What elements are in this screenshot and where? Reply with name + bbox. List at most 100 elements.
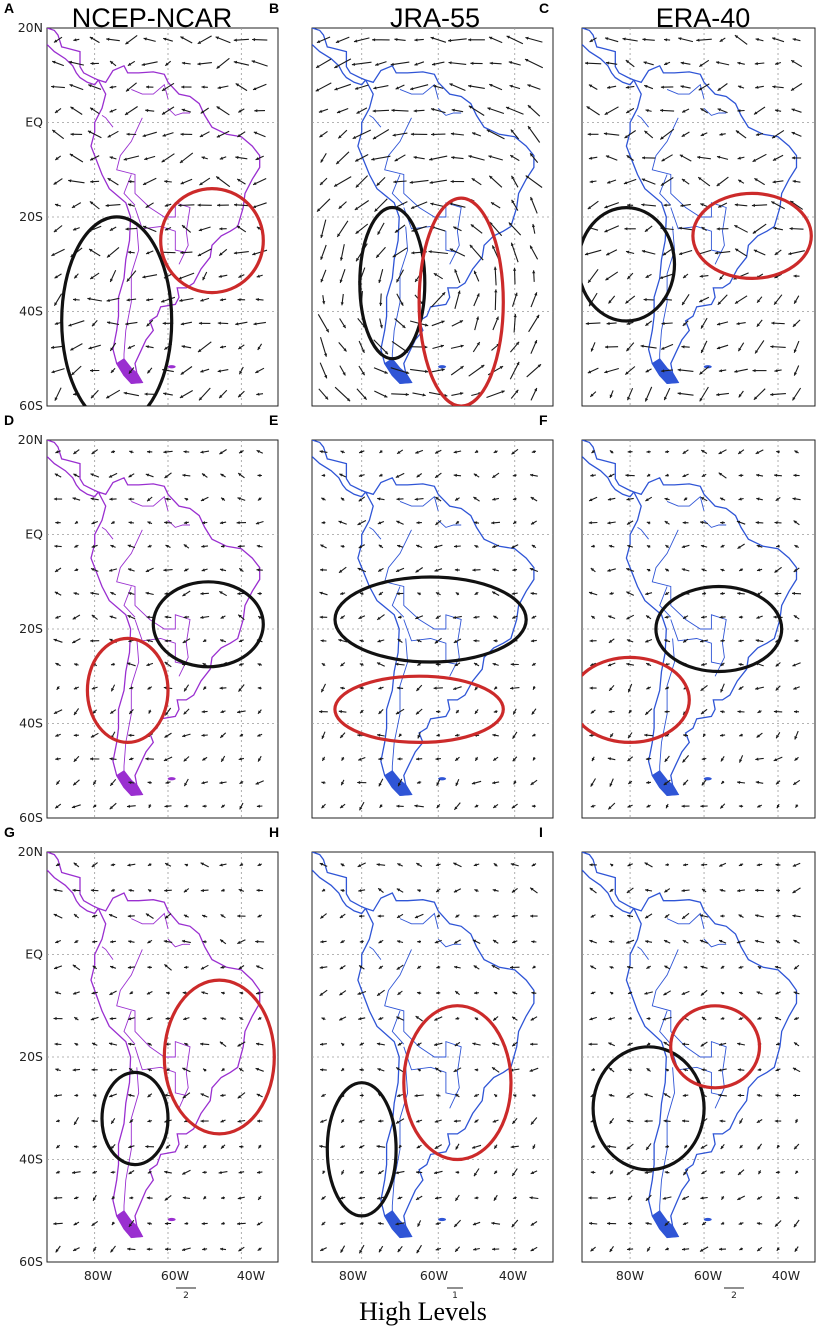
wind-vector-head (317, 208, 321, 212)
wind-vector-head (794, 1146, 798, 1150)
wind-vector-head (377, 733, 381, 737)
wind-vector-head (683, 782, 687, 786)
wind-vector-head (340, 863, 345, 867)
black-highlight-ellipse (582, 206, 677, 323)
wind-vector-head (436, 965, 440, 969)
wind-vector-head (757, 1146, 761, 1150)
wind-vector-head (69, 153, 74, 157)
wind-vector-head (511, 175, 515, 180)
wind-vector-head (90, 888, 94, 892)
wind-vector-head (220, 1119, 224, 1123)
wind-vector-head (511, 1223, 515, 1228)
wind-vector-head (202, 804, 206, 808)
wind-vector-head (320, 1119, 324, 1123)
wind-vector-head (627, 275, 631, 280)
wind-vector-head (509, 84, 513, 88)
wind-vector-head (716, 393, 720, 397)
wind-vector-head (757, 709, 761, 713)
wind-vector-head (394, 38, 398, 42)
black-highlight-ellipse (358, 205, 427, 361)
wind-vector-head (56, 781, 60, 785)
country-border (391, 586, 405, 618)
wind-vector-head (737, 61, 741, 65)
wind-vector-head (144, 392, 148, 396)
wind-vector-head (123, 157, 127, 161)
wind-vector-head (792, 663, 796, 667)
wind-vector-head (794, 1042, 798, 1046)
wind-vector-head (590, 1248, 594, 1252)
wind-vector-head (493, 757, 497, 761)
wind-vector-head (359, 1249, 363, 1254)
wind-vector-head (525, 175, 530, 179)
wind-vector-head (182, 991, 186, 995)
wind-vector-head (55, 521, 59, 525)
wind-vector-head (512, 497, 517, 501)
wind-vector-head (664, 965, 668, 969)
wind-vector-head (110, 61, 114, 65)
wind-vector-head (604, 205, 608, 209)
wind-vector-head (532, 1094, 536, 1098)
wind-vector-head (474, 1172, 477, 1177)
wind-vector-head (397, 544, 401, 548)
wind-vector-head (53, 1222, 57, 1226)
wind-vector-head (422, 393, 426, 397)
wind-vector-head (184, 498, 188, 501)
wind-vector-head (315, 88, 320, 92)
wind-vector-head (751, 203, 755, 207)
wind-vector-head (434, 1017, 438, 1021)
wind-vector-head (107, 134, 111, 138)
wind-vector-head (506, 106, 510, 110)
wind-vector-head (200, 369, 204, 373)
wind-vector-head (127, 345, 132, 349)
wind-vector-head (626, 155, 630, 159)
wind-vector-head (489, 36, 493, 40)
wind-vector-head (771, 201, 775, 205)
wind-vector-head (219, 394, 223, 399)
wind-vector-head (682, 521, 686, 525)
wind-vector-head (320, 915, 324, 919)
wind-vector-head (699, 299, 703, 303)
wind-vector-head (219, 298, 224, 302)
wind-vector-head (337, 110, 341, 114)
wind-vector-head (164, 1222, 168, 1226)
wind-vector-head (164, 346, 168, 350)
wind-vector-head (183, 758, 187, 762)
wind-vector-head (700, 687, 704, 691)
wind-vector-head (74, 1145, 78, 1149)
wind-vector-head (200, 110, 204, 114)
wind-vector-head (448, 38, 452, 43)
wind-vector-head (720, 591, 724, 596)
wind-vector-head (202, 940, 206, 944)
wind-vector-head (318, 109, 323, 113)
wind-vector-head (663, 1093, 668, 1097)
wind-vector-head (145, 108, 149, 113)
wind-vector-head (239, 991, 243, 995)
wind-vector-head (436, 914, 441, 918)
wind-vector-head (664, 940, 668, 943)
lon-label-60w-col3: 60W (694, 1268, 722, 1283)
wind-vector-head (534, 292, 538, 296)
wind-vector-head (374, 208, 378, 212)
wind-vector-head (320, 256, 324, 260)
wind-vector-head (436, 804, 440, 809)
wind-vector-head (494, 1170, 498, 1174)
wind-vector-head (530, 473, 534, 477)
wind-vector-head (459, 320, 463, 324)
wind-vector-head (88, 346, 92, 350)
wind-vector-head (324, 396, 329, 400)
wind-vector-head (393, 180, 397, 184)
wind-vector-head (700, 133, 705, 136)
wind-vector-head (74, 663, 78, 667)
wind-vector-shaft (410, 368, 429, 373)
wind-vector-head (73, 782, 77, 786)
lat-label: 20S (19, 209, 43, 224)
lat-label: 60S (19, 398, 43, 413)
wind-vector-head (455, 733, 459, 737)
wind-vector-head (126, 88, 130, 92)
wind-vector-head (449, 248, 454, 252)
wind-vector-head (644, 130, 648, 134)
wind-vector-head (72, 1170, 76, 1175)
wind-vector-head (700, 520, 704, 525)
wind-vector-head (533, 757, 536, 761)
wind-vector-head (757, 966, 762, 970)
